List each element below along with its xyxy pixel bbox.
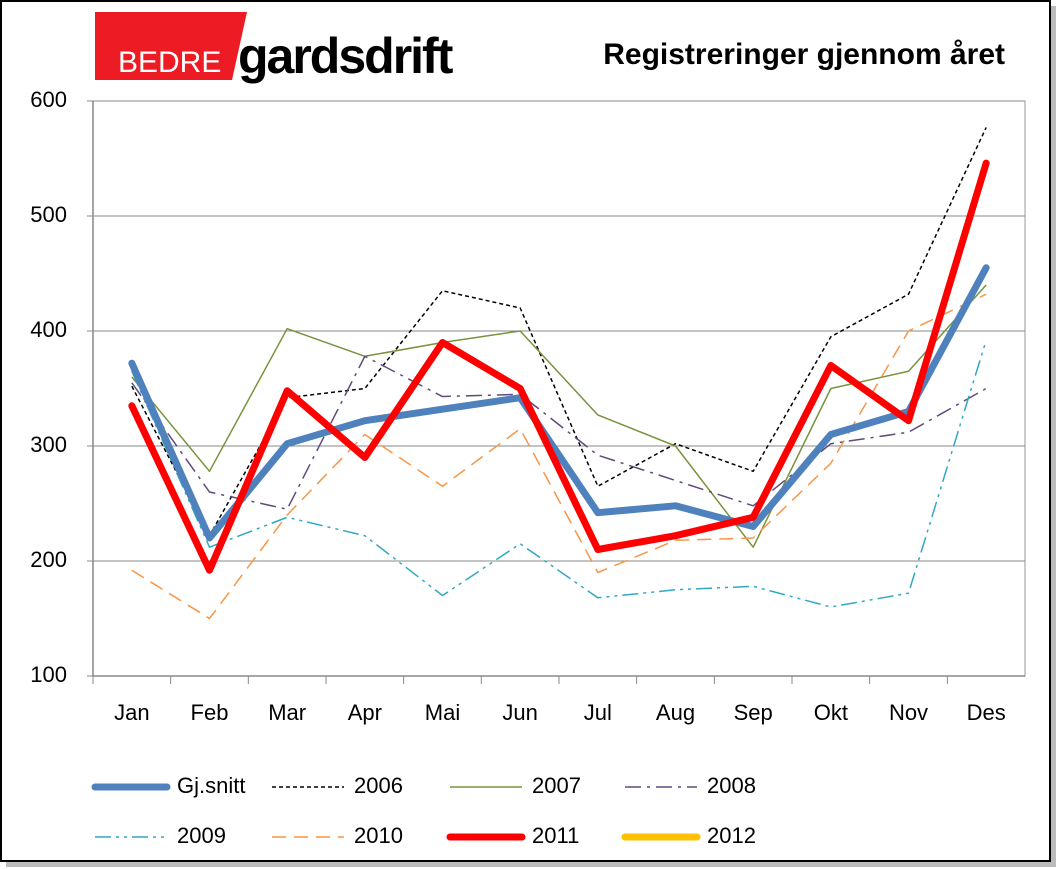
legend-label: 2008 — [707, 773, 756, 798]
series-line — [131, 293, 987, 620]
x-tick-label: Apr — [348, 700, 382, 725]
legend-label: 2011 — [532, 823, 579, 848]
x-tick-label: Aug — [656, 700, 695, 725]
y-tick-label: 600 — [30, 87, 67, 112]
x-tick-label: Okt — [814, 700, 848, 725]
y-tick-label: 100 — [30, 662, 67, 687]
logo-bg — [95, 12, 247, 80]
series-line — [128, 159, 990, 574]
logo-prefix: BEDRE — [118, 46, 221, 79]
legend-label: Gj.snitt — [177, 773, 245, 798]
legend-label: 2010 — [354, 823, 403, 848]
chart-title: Registreringer gjennom året — [603, 38, 1005, 71]
y-tick-label: 500 — [30, 202, 67, 227]
x-tick-label: Jul — [584, 700, 612, 725]
legend-label: 2007 — [532, 773, 581, 798]
plot-area — [92, 100, 1026, 677]
x-tick-label: Jun — [502, 700, 537, 725]
x-tick-label: Nov — [889, 700, 928, 725]
y-tick-label: 400 — [30, 317, 67, 342]
y-tick-label: 300 — [30, 432, 67, 457]
legend-label: 2009 — [177, 823, 226, 848]
legend-label: 2006 — [354, 773, 403, 798]
series-line — [131, 127, 987, 537]
series-line — [131, 284, 987, 548]
logo-name: gardsdrift — [238, 28, 454, 84]
series-line — [128, 264, 990, 542]
x-tick-label: Sep — [734, 700, 773, 725]
series-line — [131, 355, 987, 510]
legend-label: 2012 — [707, 823, 756, 848]
x-tick-label: Des — [967, 700, 1006, 725]
x-tick-label: Mar — [268, 700, 306, 725]
x-tick-label: Feb — [191, 700, 229, 725]
y-tick-label: 200 — [30, 547, 67, 572]
x-tick-label: Jan — [114, 700, 149, 725]
x-tick-label: Mai — [425, 700, 460, 725]
series-line — [131, 339, 987, 608]
